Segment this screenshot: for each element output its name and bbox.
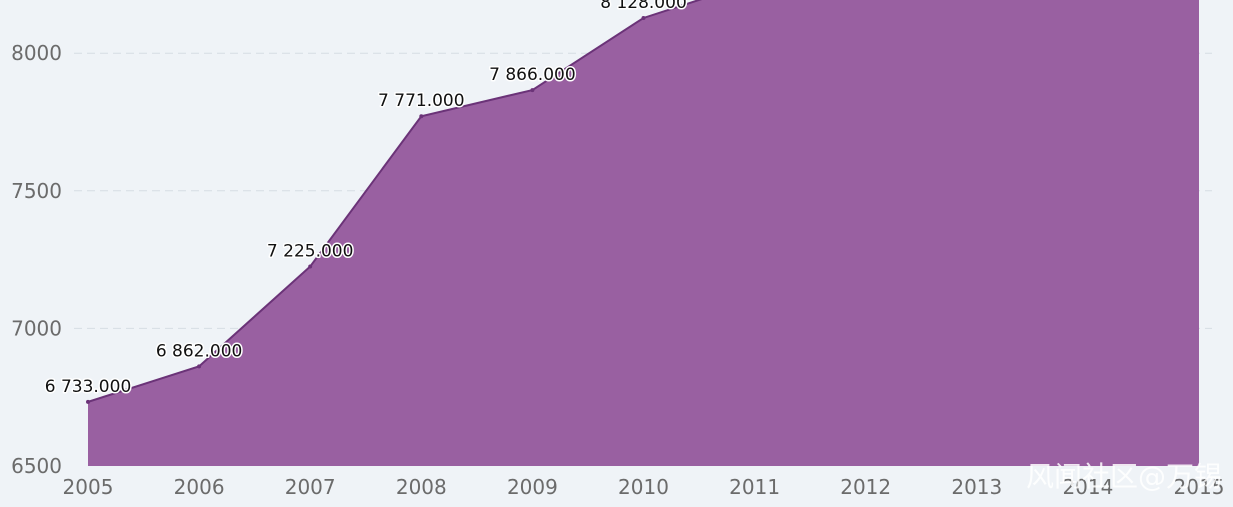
x-tick-label: 2007 [285, 475, 336, 499]
x-tick-label: 2012 [840, 475, 891, 499]
data-label: 6 862.000 [156, 341, 243, 361]
x-tick-label: 2009 [507, 475, 558, 499]
area-fill [88, 0, 1199, 466]
y-tick-label: 7500 [11, 179, 62, 203]
x-tick-label: 2006 [174, 475, 225, 499]
x-tick-label: 2008 [396, 475, 447, 499]
x-tick-label: 2015 [1174, 475, 1225, 499]
y-tick-label: 6500 [11, 454, 62, 478]
data-point [197, 364, 202, 369]
x-axis: 2005 2006 2007 2008 2009 2010 2011 2012 2013 2014… [63, 475, 1225, 499]
data-point [530, 88, 535, 93]
x-tick-label: 2010 [618, 475, 669, 499]
data-labels: 6 733.000 6 862.000 7 225.000 7 771.000 7 86… [43, 0, 688, 398]
x-tick-label: 2013 [951, 475, 1002, 499]
y-tick-label: 8000 [11, 41, 62, 65]
data-point [641, 15, 646, 20]
data-point [86, 399, 90, 404]
x-tick-label: 2005 [63, 475, 114, 499]
area-series [86, 0, 1199, 466]
data-label: 8 128.000 [600, 0, 687, 13]
data-label: 7 866.000 [489, 65, 576, 85]
y-tick-label: 7000 [11, 316, 62, 340]
data-label: 7 771.000 [378, 91, 465, 111]
data-point [308, 264, 313, 269]
x-tick-label: 2014 [1062, 475, 1113, 499]
data-label: 7 225.000 [267, 241, 354, 261]
data-point [419, 114, 424, 119]
watermark-text: 风闻社区@万锡 [1026, 460, 1222, 493]
y-axis: 6500700075008000850090009500 [11, 41, 62, 478]
data-label: 6 733.000 [45, 377, 132, 397]
x-tick-label: 2011 [729, 475, 780, 499]
